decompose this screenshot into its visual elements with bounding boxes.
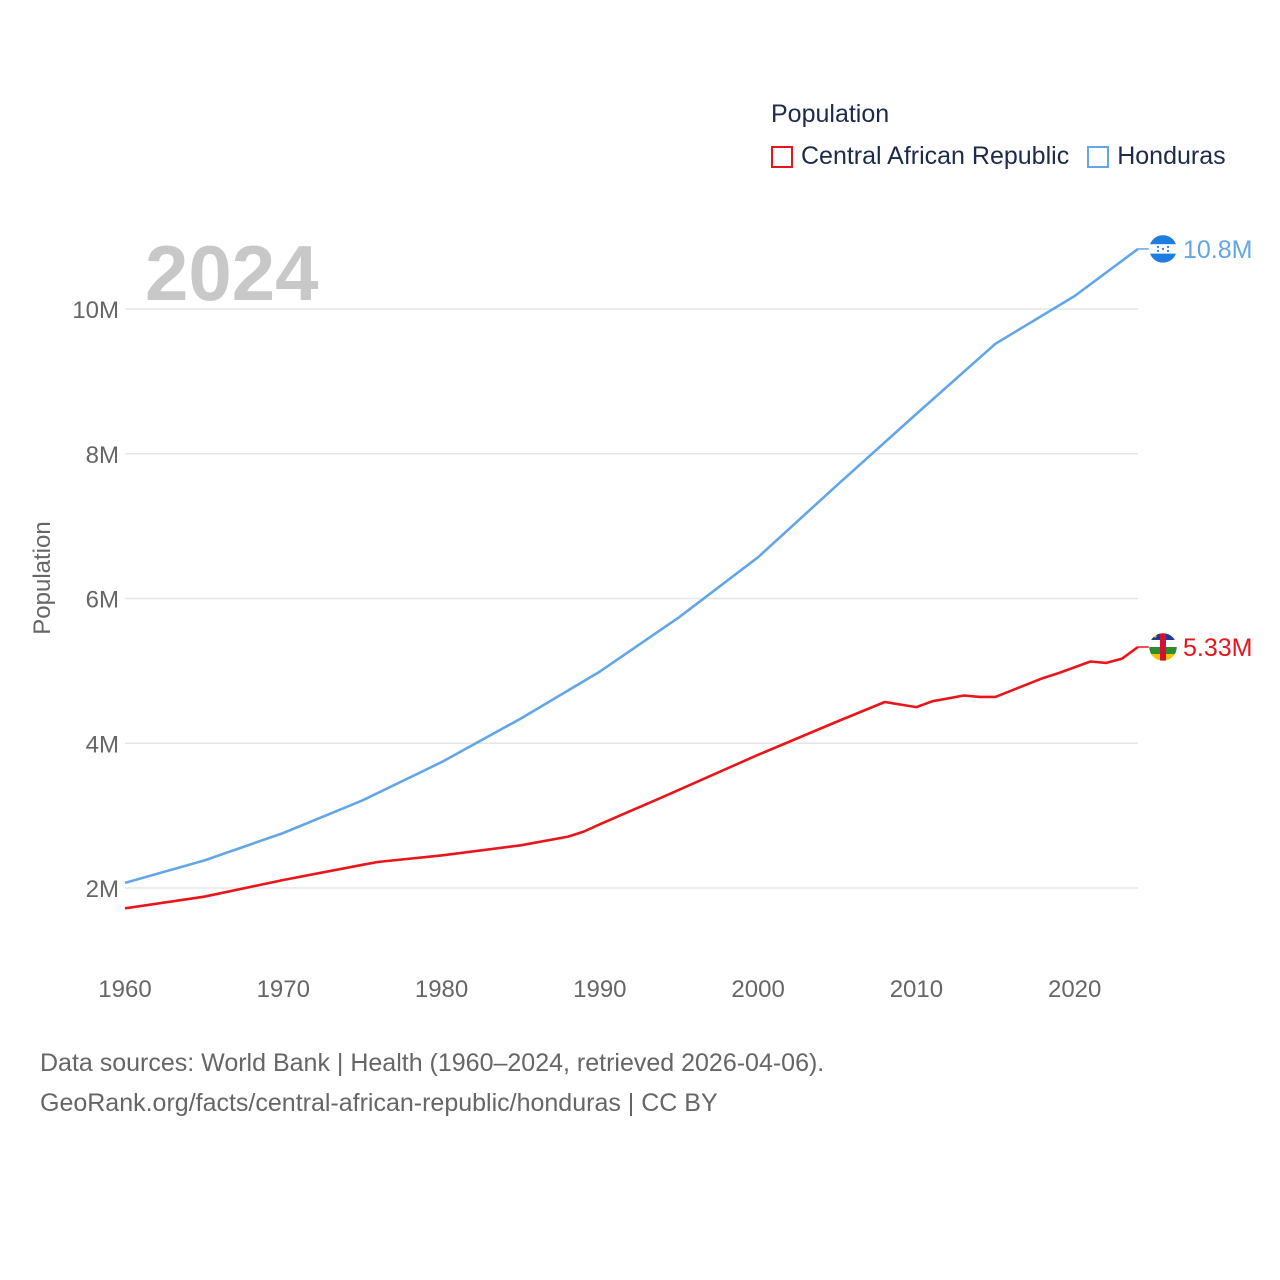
y-tick-label: 8M [86,442,119,469]
legend-item-honduras[interactable]: Honduras [1087,142,1226,171]
y-axis-ticks: 2M 4M 6M 8M 10M [72,297,119,903]
central-african-republic-flag-icon [1148,632,1178,662]
y-tick-label: 4M [86,731,119,758]
x-tick-label: 1960 [98,976,151,1003]
data-source-text: Data sources: World Bank | Health (1960–… [40,1049,825,1077]
x-tick-label: 2000 [731,976,784,1003]
legend-label-honduras: Honduras [1117,142,1226,170]
y-tick-label: 2M [86,876,119,903]
y-tick-label: 10M [72,297,119,324]
legend-swatch-central-african-republic [771,145,793,168]
x-tick-label: 1970 [257,976,310,1003]
source-link-text[interactable]: GeoRank.org/facts/central-african-republ… [40,1089,718,1117]
y-tick-label: 6M [86,587,119,614]
legend-label-central-african-republic: Central African Republic [801,142,1070,170]
legend: Central African Republic Honduras [771,142,1244,171]
legend-item-central-african-republic[interactable]: Central African Republic [771,142,1069,171]
series-line-central-african-republic [124,645,1139,910]
series-lines [124,247,1139,910]
series-line-honduras [124,247,1139,885]
end-value-label-honduras: 10.8M [1183,236,1252,264]
honduras-flag-icon [1148,234,1178,264]
legend-title: Population [771,100,890,128]
legend-swatch-honduras [1087,145,1110,168]
x-tick-label: 1980 [415,976,468,1003]
gridlines [125,308,1138,889]
footer: Data sources: World Bank | Health (1960–… [40,1043,824,1123]
x-axis-ticks: 1960 1970 1980 1990 2000 2010 2020 [98,976,1101,1003]
y-axis-title: Population [29,521,56,634]
end-markers: 10.8M 5.33M [1138,234,1252,662]
x-tick-label: 2020 [1048,976,1101,1003]
year-badge: 2024 [145,229,319,317]
x-tick-label: 1990 [573,976,626,1003]
end-value-label-central-african-republic: 5.33M [1183,634,1252,662]
x-tick-label: 2010 [890,976,943,1003]
